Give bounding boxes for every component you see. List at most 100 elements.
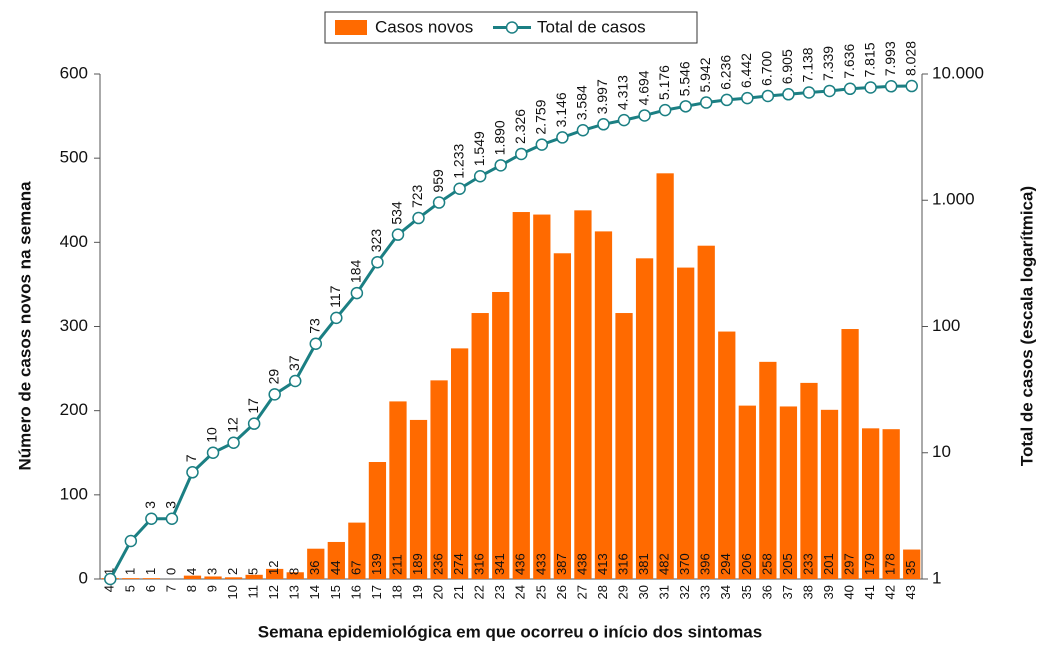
line-marker (741, 91, 754, 105)
bar-value-label: 2 (225, 568, 240, 575)
x-tick-label: 11 (246, 585, 261, 599)
bar (430, 380, 448, 579)
bar (677, 267, 695, 579)
line-value-label: 1.233 (450, 144, 466, 179)
x-tick-label: 16 (348, 585, 363, 599)
line-value-label: 7.138 (800, 47, 816, 82)
line-value-label: 534 (389, 201, 405, 225)
line (108, 84, 912, 580)
bar (142, 578, 161, 579)
line-value-label: 1.890 (491, 120, 507, 155)
y-tick-label: 600 (60, 63, 88, 82)
y-tick-label: 400 (60, 232, 88, 251)
line-value-label: 5.942 (697, 57, 713, 92)
x-tick-label: 30 (636, 585, 651, 599)
line-value-label: 7.815 (861, 42, 877, 77)
y-tick-label: 500 (60, 148, 88, 167)
x-tick-label: 25 (533, 585, 548, 599)
line-value-label: 5.546 (676, 61, 692, 96)
x-tick-label: 41 (862, 585, 877, 599)
line-value-label: 7.339 (820, 46, 836, 81)
line-marker (515, 147, 528, 161)
bar (266, 568, 284, 579)
x-tick-label: 10 (225, 585, 240, 599)
line-marker (699, 96, 713, 109)
bar (738, 405, 756, 579)
line-marker (432, 196, 446, 209)
line-marker (288, 374, 302, 388)
line-value-label: 2.759 (533, 99, 549, 134)
line-value-label: 10 (204, 427, 220, 443)
bar-value-label: 1 (102, 568, 117, 575)
x-tick-label: 39 (821, 585, 836, 599)
bar (224, 577, 243, 579)
line-marker (638, 109, 651, 122)
bar-value-label: 258 (759, 553, 774, 575)
x-tick-label: 31 (657, 585, 672, 599)
y-tick-label: 300 (60, 316, 88, 335)
y-axis-title: Número de casos novos na semana (15, 181, 34, 471)
line-marker (597, 118, 610, 131)
bar-value-label: 438 (574, 553, 589, 575)
x-axis-title: Semana epidemiológica em que ocorreu o i… (258, 622, 762, 641)
line-marker (535, 138, 549, 151)
bar-value-label: 396 (698, 553, 713, 575)
y2-tick-label: 1.000 (932, 190, 975, 209)
x-tick-label: 36 (759, 585, 774, 599)
line-marker (350, 286, 364, 300)
line-marker (617, 113, 631, 127)
bar-value-label: 433 (533, 553, 548, 575)
line-marker (884, 80, 898, 93)
legend-label: Casos novos (375, 17, 473, 36)
bar-value-label: 12 (266, 561, 281, 575)
x-tick-label: 42 (883, 585, 898, 599)
bar-value-label: 205 (780, 553, 795, 575)
line-marker (371, 255, 384, 269)
x-tick-label: 38 (800, 585, 815, 599)
x-tick-label: 28 (595, 585, 610, 599)
bar (882, 429, 900, 579)
x-tick-label: 14 (307, 585, 322, 599)
bar-value-label: 139 (369, 553, 384, 575)
bar (204, 576, 222, 579)
line-value-label: 5.176 (656, 65, 672, 100)
bar (718, 331, 736, 579)
x-tick-label: 6 (143, 585, 158, 592)
line-marker (864, 81, 877, 94)
line-value-label: 6.905 (779, 49, 795, 84)
bar-value-label: 3 (204, 568, 219, 575)
bar-value-label: 201 (821, 553, 836, 575)
bar-value-label: 67 (348, 561, 363, 575)
line-value-label: 3 (163, 501, 179, 509)
x-tick-label: 22 (472, 585, 487, 599)
bar (800, 382, 818, 579)
line-marker (268, 388, 281, 401)
bar-value-label: 370 (677, 553, 692, 575)
line-value-label: 959 (430, 169, 446, 193)
line-marker (658, 103, 672, 117)
bar-value-label: 274 (451, 553, 466, 575)
x-tick-label: 15 (328, 585, 343, 599)
line-value-label: 2.326 (512, 109, 528, 144)
bar (409, 419, 428, 579)
line-marker (473, 170, 487, 183)
x-tick-label: 26 (554, 585, 569, 599)
line-marker (761, 89, 775, 103)
x-tick-label: 43 (903, 585, 918, 599)
bar (553, 253, 572, 579)
bar (759, 361, 777, 579)
bar-value-label: 387 (554, 553, 569, 575)
bar (471, 313, 489, 579)
line-value-label: 7.993 (882, 41, 898, 76)
bar-value-label: 297 (842, 553, 857, 575)
x-tick-label: 40 (842, 585, 857, 599)
bar (122, 578, 140, 579)
y2-tick-label: 100 (932, 316, 960, 335)
line-value-label: 3.584 (574, 85, 590, 120)
line-marker (227, 436, 240, 450)
line-marker (309, 337, 323, 351)
bar-value-label: 35 (903, 561, 918, 575)
line-marker (391, 228, 405, 241)
bar-value-label: 233 (800, 553, 815, 575)
y2-axis-title: Total de casos (escala logarítmica) (1017, 186, 1036, 466)
